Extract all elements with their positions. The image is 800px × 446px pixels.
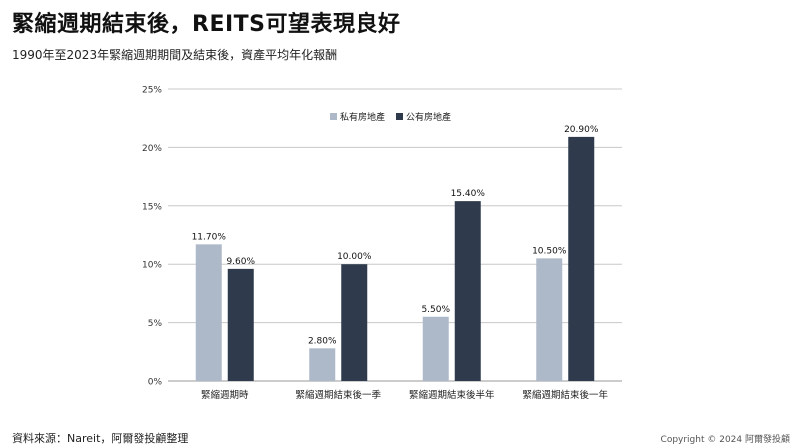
bar-private-1 bbox=[309, 348, 336, 381]
bar-private-3 bbox=[536, 258, 563, 381]
y-tick-label: 10% bbox=[142, 261, 162, 271]
legend-swatch-public bbox=[396, 113, 403, 120]
data-label-public-1: 10.00% bbox=[337, 252, 372, 262]
x-tick-label: 緊縮週期結束後一年 bbox=[522, 389, 608, 401]
y-tick-label: 20% bbox=[142, 144, 162, 154]
x-axis-ticks: 緊縮週期時 緊縮週期結束後一季 緊縮週期結束後半年 緊縮週期結束後一年 bbox=[201, 389, 609, 401]
page-subtitle: 1990年至2023年緊縮週期期間及結束後，資產平均年化報酬 bbox=[12, 48, 338, 62]
bar-public-3 bbox=[568, 136, 595, 381]
y-tick-label: 15% bbox=[142, 202, 162, 212]
bars bbox=[195, 136, 595, 381]
data-label-public-0: 9.60% bbox=[226, 257, 255, 267]
y-tick-label: 0% bbox=[148, 378, 163, 388]
data-labels: 11.70% 9.60% 2.80% 10.00% 5.50% 15.40% 10.50% 2… bbox=[192, 125, 599, 346]
y-tick-label: 25% bbox=[142, 86, 162, 96]
data-label-private-2: 5.50% bbox=[421, 305, 450, 315]
legend-label-public: 公有房地產 bbox=[406, 111, 451, 123]
legend-label-private: 私有房地產 bbox=[340, 111, 385, 123]
bar-public-1 bbox=[341, 264, 368, 381]
y-tick-label: 5% bbox=[148, 319, 163, 329]
bar-public-0 bbox=[227, 268, 254, 381]
data-label-private-1: 2.80% bbox=[308, 336, 337, 346]
copyright-note: Copyright © 2024 阿爾發投顧 bbox=[660, 435, 790, 445]
y-axis-ticks: 0% 5% 10% 15% 20% 25% bbox=[142, 86, 162, 388]
data-label-public-2: 15.40% bbox=[451, 189, 486, 199]
data-label-private-0: 11.70% bbox=[192, 232, 227, 242]
source-note: 資料來源：Nareit，阿爾發投顧整理 bbox=[12, 432, 189, 445]
page-title: 緊縮週期結束後，REITS可望表現良好 bbox=[12, 12, 401, 37]
bar-public-2 bbox=[454, 201, 481, 381]
x-tick-label: 緊縮週期時 bbox=[201, 389, 249, 401]
bar-private-0 bbox=[195, 244, 222, 381]
legend: 私有房地產 公有房地產 bbox=[330, 111, 451, 123]
bar-private-2 bbox=[422, 316, 449, 381]
data-label-public-3: 20.90% bbox=[564, 125, 599, 135]
x-tick-label: 緊縮週期結束後半年 bbox=[409, 389, 495, 401]
data-label-private-3: 10.50% bbox=[532, 246, 567, 256]
legend-swatch-private bbox=[330, 113, 337, 120]
x-tick-label: 緊縮週期結束後一季 bbox=[295, 389, 381, 401]
